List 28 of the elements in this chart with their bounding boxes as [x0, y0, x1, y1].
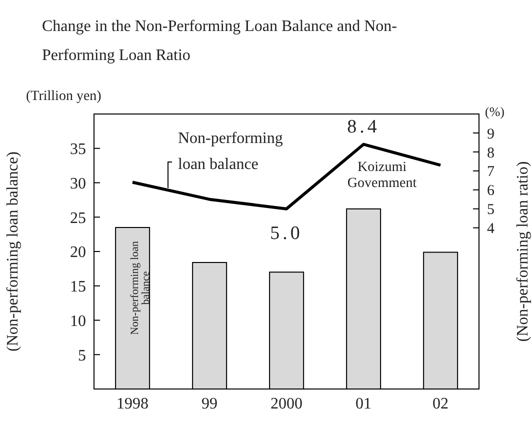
y2-tick-label: 5 [487, 202, 494, 218]
y-tick-label: 20 [70, 244, 86, 262]
text: (%) [485, 104, 504, 120]
x-tick-label: 99 [202, 395, 218, 412]
x-tick-label: 1998 [116, 395, 148, 412]
y-tick-label: 25 [70, 210, 86, 227]
y-tick-label: 5 [78, 347, 86, 364]
y2-tick-label: 9 [487, 126, 494, 142]
y2-axis-title: (Non-performing loan ratio) [514, 161, 532, 342]
y2-tick-label: 7 [487, 164, 495, 180]
x-tick-label: 01 [356, 395, 372, 412]
y-tick-label: 30 [70, 175, 86, 192]
y2-tick-label: 6 [487, 183, 495, 200]
y-tick-label: 15 [70, 278, 86, 296]
text: (Trillion yen) [26, 89, 102, 105]
y-tick-label: 10 [70, 312, 86, 330]
chart-title: Change in the Non-Performing Loan Balance and Non-Performing Loan Ratio [42, 17, 398, 66]
annotation: Koizumi Govemment [346, 160, 418, 192]
x-tick-label: 02 [432, 395, 448, 412]
x-tick-label: 2000 [270, 395, 302, 412]
data-label: 5.0 [270, 222, 303, 244]
y2-tick-label: 8 [487, 145, 494, 162]
y2-tick-label: 4 [487, 221, 495, 238]
y-axis-title: (Non-performing loan balance) [4, 152, 22, 352]
data-label: 8.4 [347, 116, 380, 138]
y-tick-label: 35 [70, 141, 86, 158]
series-label: Non-performing loan balance [129, 240, 152, 337]
series-label: Non-performing loan balance [178, 129, 284, 175]
